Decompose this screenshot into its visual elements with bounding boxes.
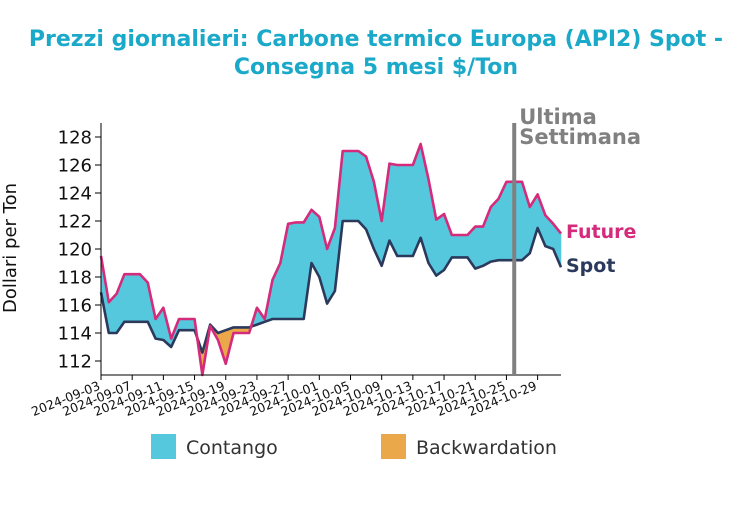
contango-fill [350,150,359,222]
contango-fill [131,273,141,323]
contango-fill [342,150,351,222]
spot-series-line [99,219,563,354]
last-week-label-line1: Ultima [519,105,597,129]
last-week-label-line2: Settimana [519,125,641,149]
legend-backwardation-swatch [381,434,406,459]
contango-fill [474,226,484,270]
y-tick-label: 120 [58,240,92,261]
contango-fill [459,234,468,258]
y-axis-label: Dollari per Ton [0,183,21,313]
contango-fill [490,197,499,262]
chart-title: Prezzi giornalieri: Carbone termico Euro… [0,26,752,82]
chart-title-line2: Consegna 5 mesi $/Ton [233,55,519,80]
contango-fill [186,318,195,331]
y-tick-label: 116 [58,296,92,317]
contango-fill [124,273,133,323]
contango-fill [396,164,406,257]
future-series-line [99,142,563,377]
contango-fill [287,222,297,320]
y-tick-label: 122 [58,212,92,233]
contango-fill [357,150,367,231]
chart-title-line1: Prezzi giornalieri: Carbone termico Euro… [28,27,724,52]
contango-fill [451,234,460,258]
legend-contango-label: Contango [186,437,278,459]
y-tick-label: 112 [58,352,92,373]
plot-area: 1121141161181201221241261282024-09-03202… [29,105,641,459]
legend-contango-swatch [151,434,176,459]
y-tick-label: 126 [58,156,92,177]
spot-series-label: Spot [566,255,615,277]
y-tick-label: 124 [58,184,92,205]
y-tick-label: 114 [58,324,92,345]
contango-fill [295,222,305,320]
legend-backwardation-label: Backwardation [416,437,557,459]
contango-fill [435,213,445,277]
y-tick-label: 118 [58,268,92,289]
contango-fill [404,164,414,257]
contango-fill [178,318,188,331]
future-series-label: Future [566,221,636,243]
y-tick-label: 128 [58,128,92,149]
